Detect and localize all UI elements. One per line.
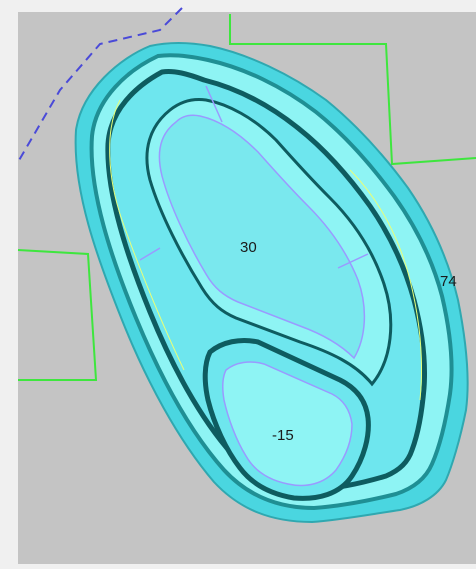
upper-pit-elevation-label: 30	[240, 239, 257, 256]
lower-pit-elevation-label: -15	[272, 427, 294, 444]
surface-elevation-label: 74	[440, 273, 457, 290]
